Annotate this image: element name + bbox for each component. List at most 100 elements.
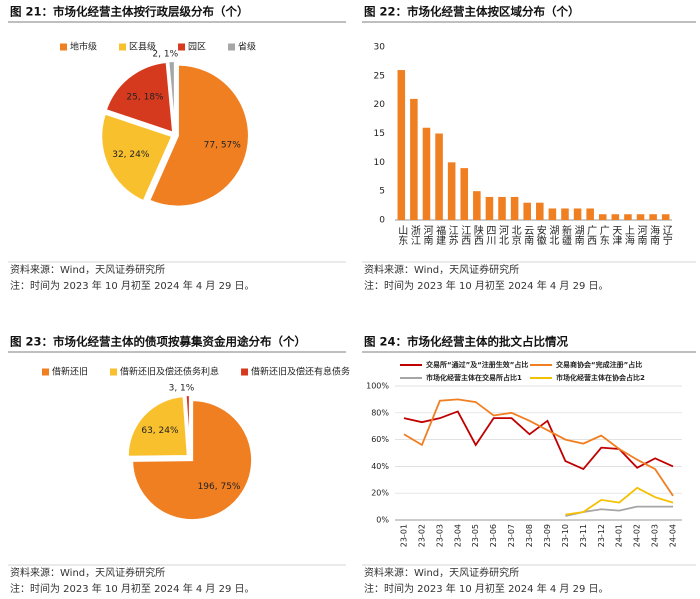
legend-swatch: [42, 368, 49, 376]
source: 资料来源：Wind，天风证券研究所: [364, 566, 519, 579]
x-tick-label: 河南: [635, 225, 647, 245]
note: 注：时间为 2023 年 10 月初至 2024 年 4 月 29 日。: [10, 279, 255, 292]
x-tick-label: 山东: [396, 225, 408, 245]
x-tick-label: 23-01: [399, 524, 408, 547]
chart-title: 图 24：市场化经营主体的批文占比情况: [364, 335, 569, 349]
x-tick-label: 广西: [585, 225, 597, 245]
bar: [649, 214, 657, 220]
x-tick-label: 浙江: [408, 225, 420, 245]
bar: [624, 214, 632, 220]
bar: [573, 208, 582, 220]
legend-label: 市场化经营主体在交易所占比1: [426, 373, 522, 382]
x-tick-label: 云南: [522, 225, 534, 245]
x-tick-label: 23-02: [417, 524, 426, 547]
note: 注：时间为 2023 年 10 月初至 2024 年 4 月 29 日。: [364, 582, 609, 595]
series-line: [565, 486, 674, 516]
value-label: 63, 24%: [141, 426, 179, 436]
pie-slice: [167, 60, 176, 133]
y-tick-label: 0: [379, 216, 385, 226]
legend-swatch: [178, 43, 186, 51]
x-tick-label: 河南: [421, 225, 433, 245]
bar: [510, 196, 519, 220]
x-tick-label: 北京: [509, 225, 521, 246]
legend-label: 地市级: [70, 41, 97, 53]
y-tick-label: 30: [374, 43, 386, 53]
legend-swatch: [228, 43, 236, 51]
x-tick-label: 新疆: [559, 224, 571, 246]
legend-label: 借新还旧: [52, 366, 88, 378]
x-tick-label: 24-02: [633, 524, 642, 547]
pie-slice: [104, 60, 175, 135]
bar: [598, 214, 607, 220]
bar: [473, 191, 481, 220]
x-tick-label: 天津: [610, 225, 622, 246]
y-tick-label: 10: [374, 158, 386, 168]
y-tick-label: 40%: [371, 462, 389, 471]
legend-label: 借新还旧及偿还有息债务: [251, 366, 350, 378]
bar: [661, 214, 670, 220]
bar: [561, 208, 569, 220]
pie-slice: [147, 63, 250, 208]
value-label: 2, 1%: [152, 50, 178, 60]
x-tick-label: 23-12: [597, 524, 606, 547]
legend-label: 借新还旧及偿还债务利息: [120, 366, 219, 378]
x-tick-label: 23-08: [525, 524, 534, 547]
x-tick-label: 江西: [459, 225, 471, 245]
bar: [447, 162, 456, 220]
value-label: 25, 18%: [126, 93, 164, 103]
source: 资料来源：Wind，天风证券研究所: [10, 566, 165, 579]
legend-label: 交易所“通过”及“注册生效”占比: [426, 360, 528, 369]
x-tick-label: 福建: [434, 224, 446, 245]
source: 资料来源：Wind，天风证券研究所: [10, 263, 165, 276]
y-tick-label: 15: [374, 129, 385, 139]
pie-slice: [184, 394, 191, 456]
note: 注：时间为 2023 年 10 月初至 2024 年 4 月 29 日。: [10, 582, 255, 595]
bar: [422, 127, 431, 220]
x-tick-label: 23-10: [561, 524, 570, 547]
chart-title: 图 21：市场化经营主体按行政层级分布（个）: [10, 5, 249, 19]
pie-slice: [126, 395, 189, 458]
bar: [523, 202, 531, 220]
x-tick-label: 23-06: [489, 524, 498, 547]
y-tick-label: 0%: [376, 516, 389, 525]
chart-title: 图 23：市场化经营主体的债项按募集资金用途分布（个）: [10, 335, 306, 349]
x-tick-label: 陕西: [471, 224, 483, 245]
x-tick-label: 海南: [648, 224, 660, 245]
x-tick-label: 23-09: [543, 524, 552, 547]
x-tick-label: 24-04: [669, 524, 678, 547]
note: 注：时间为 2023 年 10 月初至 2024 年 4 月 29 日。: [364, 279, 609, 292]
x-tick-label: 23-04: [453, 524, 462, 547]
value-label: 3, 1%: [169, 384, 195, 394]
legend-swatch: [241, 368, 249, 376]
bar: [536, 202, 544, 220]
bar: [435, 133, 443, 220]
value-label: 32, 24%: [112, 150, 150, 160]
bar: [548, 208, 557, 220]
pie-slice: [100, 112, 174, 203]
series-line: [565, 505, 674, 517]
x-tick-label: 23-11: [579, 524, 588, 547]
x-tick-label: 23-05: [471, 524, 480, 547]
bar: [498, 196, 506, 220]
legend-label: 省级: [238, 41, 256, 53]
legend-label: 交易商协会“完成注册”占比: [556, 360, 642, 369]
bar: [611, 214, 620, 220]
x-tick-label: 安徽: [534, 224, 546, 246]
y-tick-label: 80%: [371, 408, 389, 417]
bar: [460, 168, 469, 220]
bar: [586, 208, 594, 220]
value-label: 77, 57%: [204, 140, 242, 150]
x-tick-label: 湖南: [572, 225, 584, 245]
source: 资料来源：Wind，天风证券研究所: [364, 263, 519, 276]
x-tick-label: 广东: [597, 225, 609, 245]
series-line: [403, 410, 674, 471]
legend-swatch: [60, 43, 67, 51]
y-tick-label: 25: [374, 71, 385, 81]
y-tick-label: 5: [379, 187, 385, 197]
legend-swatch: [110, 368, 118, 376]
y-tick-label: 20%: [371, 489, 389, 498]
legend-swatch: [119, 43, 127, 51]
pie-slice: [131, 399, 254, 522]
x-tick-label: 24-03: [651, 524, 660, 547]
